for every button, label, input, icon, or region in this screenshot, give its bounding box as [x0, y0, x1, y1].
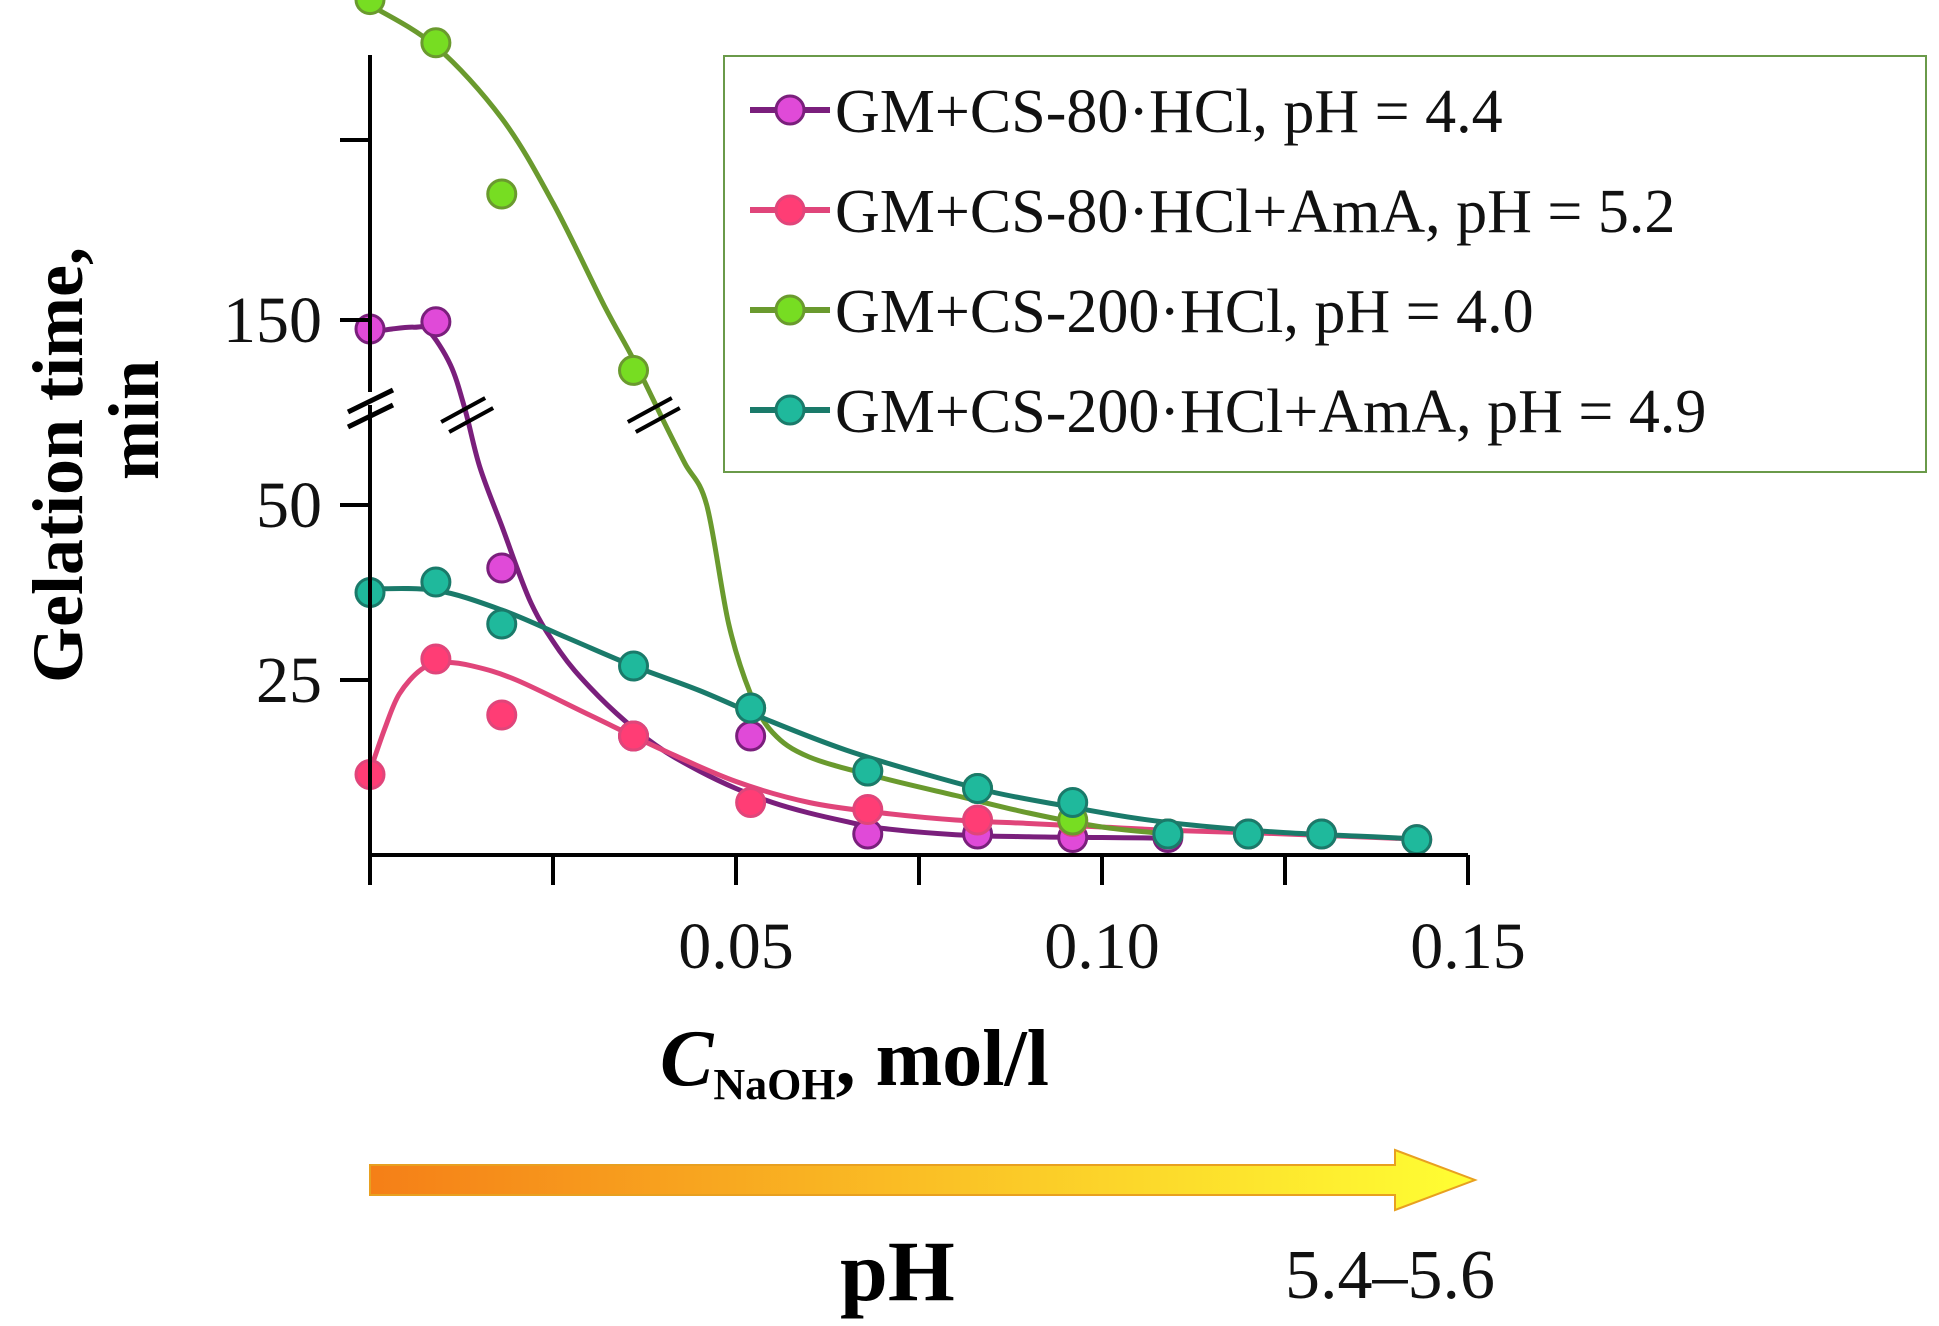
data-point-s3-11 [1401, 824, 1433, 856]
data-point-s1-4 [735, 787, 767, 818]
data-point-s3-10 [1306, 818, 1338, 850]
y-ticks: 2550150350 [223, 138, 370, 717]
data-point-s2-1 [420, 27, 452, 59]
y-axis-title: Gelation time, [18, 247, 98, 683]
data-point-s0-4 [735, 720, 767, 752]
series-curve-3 [369, 585, 1417, 842]
legend-marker-2 [774, 294, 806, 326]
ph-gradient-arrow [369, 1148, 1478, 1212]
x-axis-title: CNaOH, mol/l [660, 1015, 1049, 1109]
data-point-s2-3 [618, 354, 650, 386]
data-point-s3-6 [962, 773, 994, 804]
legend-marker-0 [774, 94, 806, 126]
ph-arrow: pH 5.4–5.6 [369, 1148, 1495, 1319]
x-tick-label-0.15: 0.15 [1410, 910, 1526, 983]
y-tick-label-50: 50 [256, 469, 322, 542]
curve-break-mark-a1 [626, 396, 673, 424]
data-point-s3-1 [420, 566, 452, 598]
legend-box [723, 55, 1927, 473]
curve-break-mark-b1 [634, 406, 681, 434]
legend-marker-1 [774, 194, 806, 226]
x-tick-label-0.10: 0.10 [1044, 910, 1160, 983]
series-curve-1 [367, 659, 1417, 843]
data-point-s1-2 [486, 699, 518, 731]
ph-range-label: 5.4–5.6 [1285, 1237, 1495, 1314]
legend-marker-3 [774, 394, 806, 426]
data-point-s0-1 [420, 306, 452, 338]
series-markers [354, 0, 1433, 856]
curve-break-mark-b0 [448, 406, 495, 434]
data-point-s1-5 [852, 794, 884, 825]
legend-label-3: GM+CS-200·HCl+AmA, pH = 4.9 [835, 378, 1706, 446]
x-axis-title-symbol: C [660, 1015, 715, 1103]
data-point-s3-5 [852, 755, 884, 787]
axes: 2550150350 0.050.100.15 [223, 55, 1526, 983]
y-axis-break-mark [346, 387, 395, 430]
data-point-s3-9 [1232, 818, 1264, 850]
data-point-s3-3 [618, 650, 650, 682]
data-point-s2-2 [486, 178, 518, 210]
y-axis-title-unit: min [94, 360, 174, 480]
series-curve-2 [368, 2, 1169, 837]
curve-break-mark-a0 [440, 396, 487, 424]
y-tick-label-150: 150 [223, 284, 322, 357]
data-point-s3-8 [1152, 818, 1184, 850]
data-point-s1-3 [618, 720, 650, 752]
ph-label: pH [840, 1223, 955, 1319]
series-curve-0 [369, 324, 1168, 841]
data-point-s1-1 [420, 643, 452, 675]
data-point-s3-4 [735, 692, 767, 724]
x-axis-title-subscript: NaOH [713, 1060, 835, 1109]
x-tick-label-0.05: 0.05 [678, 910, 794, 983]
data-point-s1-6 [962, 804, 994, 836]
legend-label-2: GM+CS-200·HCl, pH = 4.0 [835, 278, 1534, 346]
y-tick-label-25: 25 [256, 644, 322, 717]
data-point-s3-7 [1057, 787, 1089, 818]
x-ticks: 0.05 0.10 0.15 [368, 855, 1526, 983]
legend-label-0: GM+CS-80·HCl, pH = 4.4 [835, 78, 1503, 146]
legend-label-1: GM+CS-80·HCl+AmA, pH = 5.2 [835, 178, 1675, 246]
x-axis-title-unit: , mol/l [836, 1015, 1049, 1103]
data-point-s3-2 [486, 608, 518, 640]
data-point-s2-0 [354, 0, 386, 16]
data-point-s0-2 [486, 552, 518, 584]
legend: GM+CS-80·HCl, pH = 4.4 GM+CS-80·HCl+AmA, … [723, 55, 1927, 473]
